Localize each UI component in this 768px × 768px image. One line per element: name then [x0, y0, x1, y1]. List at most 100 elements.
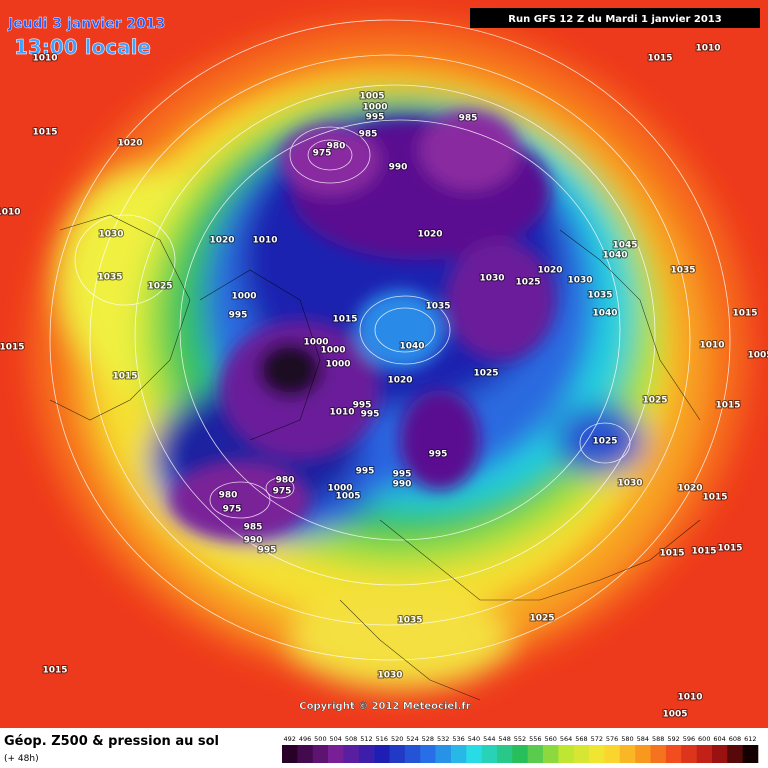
map-time: 13:00 locale: [14, 35, 151, 59]
isobar-label: 1010: [329, 408, 354, 418]
scale-label: 532: [437, 735, 449, 743]
scale-cell: [558, 745, 575, 763]
isobar-label: 1005: [359, 92, 384, 102]
scale-label: 528: [422, 735, 434, 743]
isobar-label: 995: [353, 401, 372, 411]
scale-cell: [604, 745, 621, 763]
footer-title: Géop. Z500 & pression au sol: [4, 734, 219, 749]
isobar-label: 980: [327, 142, 346, 152]
scale-label: 564: [560, 735, 572, 743]
scale-cell: [711, 745, 728, 763]
scale-label: 500: [314, 735, 326, 743]
scale-cell: [297, 745, 314, 763]
scale-label: 604: [713, 735, 725, 743]
isobar-labels: 1010101510201010103010351025101510151020…: [0, 43, 768, 721]
isobar-label: 1000: [327, 484, 352, 494]
isobar-label: 1010: [699, 341, 724, 351]
scale-label: 600: [698, 735, 710, 743]
scale-label: 556: [529, 735, 541, 743]
scale-label: 524: [406, 735, 418, 743]
scale-cell: [589, 745, 605, 763]
isobar-label: 1005: [335, 492, 360, 502]
isobar-label: 1010: [252, 236, 277, 246]
scale-cell: [435, 745, 452, 763]
scale-label: 572: [591, 735, 603, 743]
scale-label: 576: [606, 735, 618, 743]
scale-label: 516: [376, 735, 388, 743]
isobar-label: 1020: [387, 376, 412, 386]
scale-label: 548: [498, 735, 510, 743]
color-scale: 492 496 500 504 508 512 516 520 524 528 532 536 540 5…: [282, 735, 759, 763]
scale-cell: [665, 745, 682, 763]
scale-cell: [635, 745, 651, 763]
isobar-label: 1000: [325, 360, 350, 370]
scale-cell: [650, 745, 667, 763]
isobar-label: 1000: [320, 346, 345, 356]
isobar-label: 1010: [32, 54, 57, 64]
isobar-label: 985: [359, 130, 378, 140]
isobar-label: 1025: [529, 614, 554, 624]
scale-cell: [450, 745, 467, 763]
scale-cell: [466, 745, 482, 763]
isobar-label: 1010: [0, 208, 21, 218]
isobar-label: 1010: [695, 44, 720, 54]
isobar-label: 1020: [537, 266, 562, 276]
scale-cell: [404, 745, 421, 763]
scale-cell: [282, 745, 298, 763]
scale-label: 608: [729, 735, 741, 743]
scale-cell: [543, 745, 559, 763]
isolines: [49, 19, 731, 661]
isobar-label: 995: [361, 410, 380, 420]
isobar-label: 1045: [612, 241, 637, 251]
isobar-label: 975: [273, 487, 292, 497]
isobar-label: 1015: [715, 401, 740, 411]
isobar-label: 1015: [717, 544, 742, 554]
scale-cell: [374, 745, 390, 763]
scale-cell: [358, 745, 375, 763]
isobar-label: 1015: [691, 547, 716, 557]
isobar-label: 985: [244, 523, 263, 533]
isobar-label: 1015: [659, 549, 684, 559]
scale-label: 504: [330, 735, 342, 743]
scale-label: 520: [391, 735, 403, 743]
scale-label: 560: [544, 735, 556, 743]
scale-cell: [727, 745, 743, 763]
scale-label: 512: [360, 735, 372, 743]
scale-label: 544: [483, 735, 495, 743]
isobar-label: 1015: [42, 666, 67, 676]
isobar-label: 1030: [377, 671, 402, 681]
isobar-label: 1015: [732, 309, 757, 319]
isobar-label: 1025: [147, 282, 172, 292]
scale-label: 592: [667, 735, 679, 743]
isobar-label: 1010: [677, 693, 702, 703]
isobar-label: 995: [366, 113, 385, 123]
isobar-label: 1015: [112, 372, 137, 382]
isobar-label: 990: [244, 536, 263, 546]
scale-label: 612: [744, 735, 756, 743]
copyright: Copyright © 2012 Meteociel.fr: [299, 701, 470, 712]
scale-label: 584: [637, 735, 649, 743]
scale-cell: [496, 745, 513, 763]
isobar-label: 1005: [747, 351, 768, 361]
scale-label: 568: [575, 735, 587, 743]
scale-cell: [389, 745, 406, 763]
isobar-label: 1025: [642, 396, 667, 406]
isobar-label: 1035: [397, 616, 422, 626]
scale-cell: [681, 745, 697, 763]
isobar-label: 995: [393, 470, 412, 480]
isobar-label: 990: [393, 480, 412, 490]
scale-cell: [328, 745, 344, 763]
isobar-label: 995: [258, 546, 277, 556]
isobar-label: 1040: [592, 309, 617, 319]
isobar-label: 1015: [32, 128, 57, 138]
scale-cell: [527, 745, 544, 763]
scale-cell: [312, 745, 329, 763]
scale-label: 496: [299, 735, 311, 743]
isobar-label: 1025: [473, 369, 498, 379]
isobar-label: 1030: [479, 274, 504, 284]
isobar-label: 1035: [670, 266, 695, 276]
isobar-label: 1025: [515, 278, 540, 288]
scale-cell: [696, 745, 713, 763]
scale-cell: [512, 745, 528, 763]
